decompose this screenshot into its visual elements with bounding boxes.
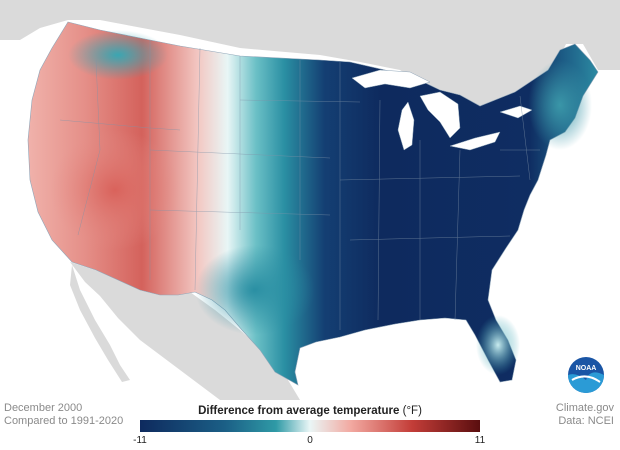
- legend-color-bar: [140, 420, 480, 432]
- map-credits: Climate.gov Data: NCEI: [556, 402, 614, 428]
- map-data-credit: Data: NCEI: [558, 415, 614, 427]
- legend-min-label: -11: [133, 435, 147, 446]
- map-footer: December 2000 Compared to 1991-2020 Diff…: [0, 400, 620, 450]
- florida-mild-region: [476, 315, 520, 375]
- map-baseline: Compared to 1991-2020: [4, 415, 124, 427]
- great-lakes: [351, 69, 533, 151]
- northwest-cool-region: [68, 30, 168, 80]
- legend-max-label: 11: [474, 435, 486, 446]
- map-svg: NOAA: [0, 0, 620, 400]
- state-borders: [59, 40, 540, 330]
- legend-title-text: Difference from average temperature: [198, 405, 400, 417]
- temperature-anomaly-map: NOAA: [0, 0, 620, 400]
- map-caption: December 2000 Compared to 1991-2020: [4, 402, 123, 428]
- northeast-cool-region: [528, 60, 592, 150]
- texas-cool-region: [195, 245, 315, 335]
- noaa-logo-text: NOAA: [576, 365, 597, 372]
- canada-land: [0, 0, 620, 125]
- legend-unit: (°F): [402, 405, 422, 417]
- map-source: Climate.gov: [555, 402, 614, 414]
- legend-title: Difference from average temperature (°F): [140, 405, 480, 417]
- legend-mid-label: 0: [307, 435, 313, 446]
- southwest-warm-region: [50, 130, 180, 250]
- map-date: December 2000: [4, 402, 83, 414]
- mexico-land: [70, 262, 300, 400]
- noaa-logo: NOAA: [568, 357, 604, 393]
